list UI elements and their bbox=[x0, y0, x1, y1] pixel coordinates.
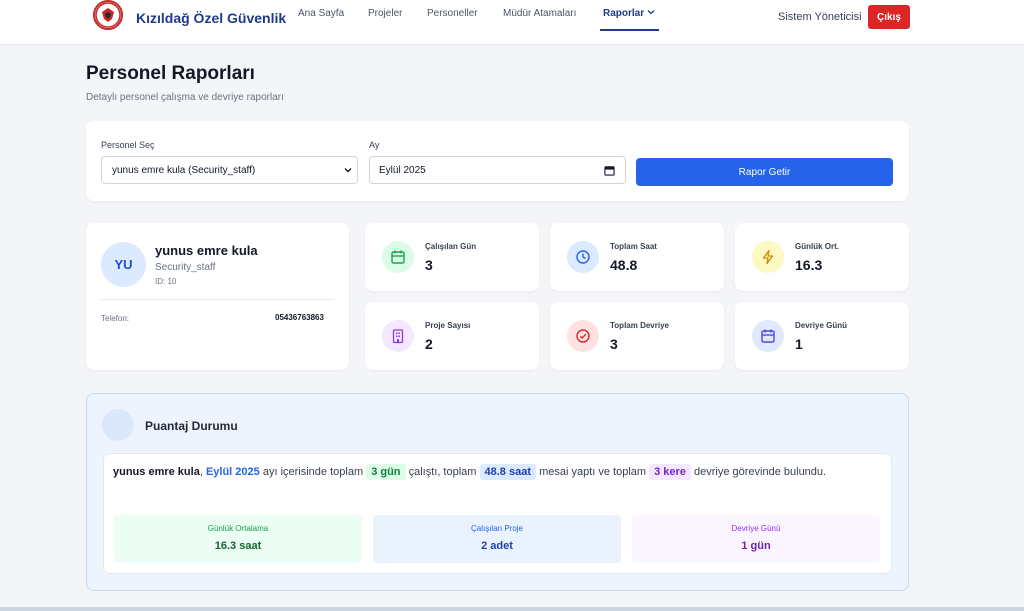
summary-month: Eylül 2025 bbox=[205, 466, 260, 478]
stat-label: Toplam Saat bbox=[610, 242, 657, 251]
summary-comma: , bbox=[199, 466, 203, 478]
personel-select[interactable]: yunus emre kula (Security_staff) bbox=[101, 156, 358, 184]
chevron-down-icon[interactable] bbox=[646, 7, 656, 17]
lightning-icon bbox=[752, 241, 784, 273]
top-navbar: Kızıldağ Özel Güvenlik Ana Sayfa Projele… bbox=[0, 0, 1024, 45]
summary-box-label: Devriye Günü bbox=[731, 524, 781, 533]
building-icon bbox=[382, 320, 414, 352]
company-logo[interactable] bbox=[93, 0, 123, 30]
summary-text-4: devriye görevinde bulundu. bbox=[694, 466, 827, 478]
nav-link-personeller[interactable]: Personeller bbox=[427, 8, 478, 19]
active-tab-indicator bbox=[600, 29, 659, 31]
summary-hours-badge: 48.8 saat bbox=[479, 464, 536, 480]
stat-value: 3 bbox=[425, 257, 433, 273]
stat-label: Proje Sayısı bbox=[425, 321, 471, 330]
summary-patrols-badge: 3 kere bbox=[649, 464, 691, 480]
clock-icon bbox=[567, 241, 599, 273]
stat-label: Günlük Ort. bbox=[795, 242, 839, 251]
summary-box-value: 1 gün bbox=[741, 540, 771, 552]
phone-value: 05436763863 bbox=[275, 313, 324, 322]
page-subtitle: Detaylı personel çalışma ve devriye rapo… bbox=[86, 92, 284, 103]
summary-box-gunluk-ortalama: Günlük Ortalama 16.3 saat bbox=[114, 515, 362, 563]
puantaj-title: Puantaj Durumu bbox=[145, 419, 238, 433]
profile-divider bbox=[101, 299, 333, 300]
current-user[interactable]: Sistem Yöneticisi bbox=[778, 11, 862, 23]
nav-link-ana-sayfa[interactable]: Ana Sayfa bbox=[298, 8, 345, 19]
profile-role: Security_staff bbox=[155, 262, 216, 273]
summary-box-value: 16.3 saat bbox=[214, 540, 262, 552]
month-input-value: Eylül 2025 bbox=[379, 165, 426, 176]
stat-value: 2 bbox=[425, 336, 433, 352]
month-label: Ay bbox=[369, 140, 380, 150]
summary-box-label: Çalışılan Proje bbox=[470, 524, 524, 533]
stat-label: Devriye Günü bbox=[795, 321, 848, 330]
page-title: Personel Raporları bbox=[86, 63, 255, 84]
stat-label: Çalışılan Gün bbox=[425, 242, 477, 251]
check-circle-icon bbox=[567, 320, 599, 352]
brand-name[interactable]: Kızıldağ Özel Güvenlik bbox=[136, 10, 287, 26]
get-report-button[interactable]: Rapor Getir bbox=[636, 158, 893, 186]
chevron-down-icon bbox=[344, 168, 352, 173]
summary-box-devriye-gunu: Devriye Günü 1 gün bbox=[632, 515, 880, 563]
summary-box-value: 2 adet bbox=[481, 540, 513, 552]
personel-select-label: Personel Seç bbox=[101, 140, 155, 150]
summary-days-badge: 3 gün bbox=[366, 464, 406, 480]
nav-link-mudur-atamalari[interactable]: Müdür Atamaları bbox=[503, 8, 577, 19]
summary-name: yunus emre kula bbox=[113, 466, 200, 478]
avatar: YU bbox=[101, 242, 146, 287]
profile-id: ID: 10 bbox=[155, 277, 177, 286]
puantaj-icon bbox=[102, 409, 134, 441]
nav-link-raporlar[interactable]: Raporlar bbox=[603, 8, 645, 19]
month-input[interactable]: Eylül 2025 bbox=[369, 156, 626, 184]
stat-value: 16.3 bbox=[795, 257, 823, 273]
puantaj-summary-text: yunus emre kula, Eylül 2025 ayı içerisin… bbox=[113, 462, 883, 482]
calendar-icon bbox=[382, 241, 414, 273]
stat-label: Toplam Devriye bbox=[610, 321, 669, 330]
summary-box-calisilan-proje: Çalışılan Proje 2 adet bbox=[373, 515, 621, 563]
profile-name: yunus emre kula bbox=[155, 243, 258, 258]
personel-select-value: yunus emre kula (Security_staff) bbox=[112, 165, 256, 176]
calendar-icon[interactable] bbox=[604, 165, 615, 176]
stat-value: 3 bbox=[610, 336, 618, 352]
summary-text-3: mesai yaptı ve toplam bbox=[539, 466, 647, 478]
nav-link-projeler[interactable]: Projeler bbox=[368, 8, 403, 19]
stat-value: 48.8 bbox=[610, 257, 638, 273]
summary-text-1: ayı içerisinde toplam bbox=[262, 466, 364, 478]
stat-value: 1 bbox=[795, 336, 803, 352]
logout-button[interactable]: Çıkış bbox=[868, 5, 910, 29]
summary-box-label: Günlük Ortalama bbox=[207, 524, 269, 533]
phone-label: Telefon: bbox=[101, 314, 130, 323]
summary-text-2: çalıştı, toplam bbox=[408, 466, 477, 478]
horizontal-scrollbar[interactable] bbox=[0, 607, 1024, 611]
calendar-icon bbox=[752, 320, 784, 352]
